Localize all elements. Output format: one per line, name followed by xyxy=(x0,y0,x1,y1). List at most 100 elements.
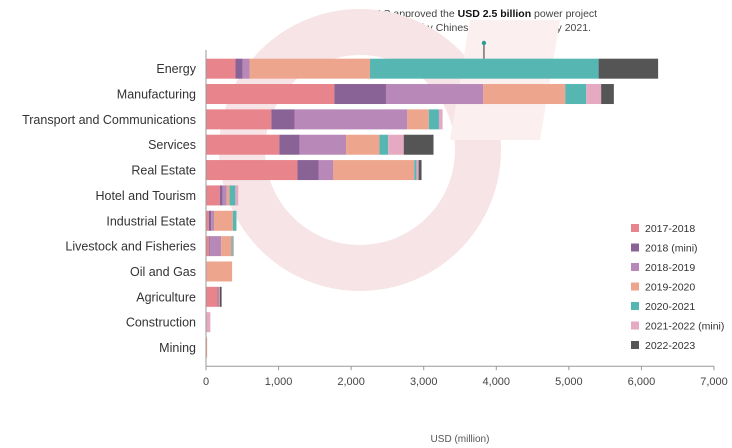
bar-segment xyxy=(438,109,443,130)
bar-segment xyxy=(294,109,408,130)
watermark-shape xyxy=(450,20,560,140)
bar-segment xyxy=(416,160,419,181)
bar-segment xyxy=(206,312,211,333)
bar-segment xyxy=(209,236,222,257)
category-label: Agriculture xyxy=(136,290,196,304)
legend-swatch xyxy=(631,302,639,310)
category-label: Mining xyxy=(159,341,196,355)
legend: 2017-2018 2018 (mini) 2018-2019 2019-2020 20… xyxy=(631,223,724,352)
bar-segment xyxy=(586,84,602,105)
bar-segment xyxy=(428,109,439,130)
bar-segment xyxy=(565,84,587,105)
category-label: Real Estate xyxy=(131,164,196,178)
x-tick-label: 6,000 xyxy=(628,376,656,388)
legend-label: 2021-2022 (mini) xyxy=(645,321,724,333)
bar-segment xyxy=(235,185,239,206)
bar-segment xyxy=(221,236,232,257)
bar-segment xyxy=(206,185,220,206)
category-label: Livestock and Fisheries xyxy=(65,240,196,254)
bar-segment xyxy=(206,134,280,155)
x-axis-label: USD (million) xyxy=(431,434,490,445)
bar-segment xyxy=(297,160,319,181)
legend-swatch xyxy=(631,282,639,291)
legend-label: 2018 (mini) xyxy=(645,243,698,255)
annotation-dot xyxy=(481,40,487,46)
bar-segment xyxy=(242,58,250,79)
bar-segment xyxy=(346,134,380,155)
bar-segment xyxy=(219,286,220,307)
legend-swatch xyxy=(631,243,639,252)
bar-segment xyxy=(208,210,212,231)
bar-segment xyxy=(206,210,209,231)
bar-segment xyxy=(231,236,233,257)
bar-segment xyxy=(418,160,422,181)
x-tick-label: 0 xyxy=(203,376,209,388)
x-tick-label: 4,000 xyxy=(483,376,511,388)
x-tick-label: 5,000 xyxy=(555,376,583,388)
annotation-bold: USD 2.5 billion xyxy=(457,8,532,20)
bar-segment xyxy=(334,84,386,105)
bar-segment xyxy=(249,58,371,79)
bar-segment xyxy=(219,185,223,206)
bar-segment xyxy=(385,84,484,105)
annotation-marker xyxy=(481,40,487,59)
x-tick-label: 7,000 xyxy=(700,376,728,388)
bar-segment xyxy=(222,185,227,206)
category-label: Construction xyxy=(126,316,196,330)
bar-segment xyxy=(379,134,389,155)
legend-swatch xyxy=(631,321,639,330)
bar-segment xyxy=(279,134,300,155)
axes-layer: Energy Manufacturing Transport and Communi… xyxy=(22,50,728,388)
annotation-line1-rest: power project xyxy=(531,8,598,20)
bar-segment xyxy=(370,58,599,79)
bar-segment xyxy=(235,58,243,79)
bar-segment xyxy=(208,236,210,257)
legend-swatch xyxy=(631,224,639,232)
bar-segment xyxy=(232,210,237,231)
category-label: Transport and Communications xyxy=(22,113,196,127)
category-label: Industrial Estate xyxy=(106,214,196,228)
bar-segment xyxy=(403,134,434,155)
bars-layer xyxy=(206,58,659,358)
bar-segment xyxy=(232,236,234,257)
bar-segment xyxy=(388,134,404,155)
bar-segment xyxy=(206,109,272,130)
x-tick-label: 2,000 xyxy=(337,376,365,388)
legend-label: 2022-2023 xyxy=(645,340,695,352)
legend-swatch xyxy=(631,263,639,271)
legend-label: 2017-2018 xyxy=(645,223,695,235)
bar-segment xyxy=(598,58,659,79)
bar-segment xyxy=(333,160,415,181)
x-tick-label: 3,000 xyxy=(410,376,438,388)
bar-segment xyxy=(299,134,347,155)
legend-label: 2020-2021 xyxy=(645,301,695,313)
bar-segment xyxy=(206,236,209,257)
bar-segment xyxy=(601,84,614,105)
bar-segment xyxy=(206,286,218,307)
bar-segment xyxy=(271,109,295,130)
bar-segment xyxy=(229,185,236,206)
bar-segment xyxy=(206,160,298,181)
bar-segment xyxy=(318,160,333,181)
category-label: Manufacturing xyxy=(117,88,196,102)
legend-label: 2019-2020 xyxy=(645,282,695,294)
bar-segment xyxy=(206,261,233,282)
category-label: Hotel and Tourism xyxy=(95,189,196,203)
bar-segment xyxy=(206,337,208,358)
bar-segment xyxy=(226,185,230,206)
bar-segment xyxy=(407,109,429,130)
bar-segment xyxy=(213,210,233,231)
bar-segment xyxy=(211,210,214,231)
category-label: Oil and Gas xyxy=(130,265,196,279)
bar-segment xyxy=(217,286,220,307)
legend-swatch xyxy=(631,341,639,349)
legend-label: 2018-2019 xyxy=(645,262,695,274)
category-label: Services xyxy=(148,138,196,152)
bar-segment xyxy=(206,58,236,79)
bar-segment xyxy=(219,286,222,307)
bar-segment xyxy=(483,84,566,105)
bar-segment xyxy=(206,84,335,105)
category-label: Energy xyxy=(156,62,196,76)
bar-segment xyxy=(414,160,417,181)
